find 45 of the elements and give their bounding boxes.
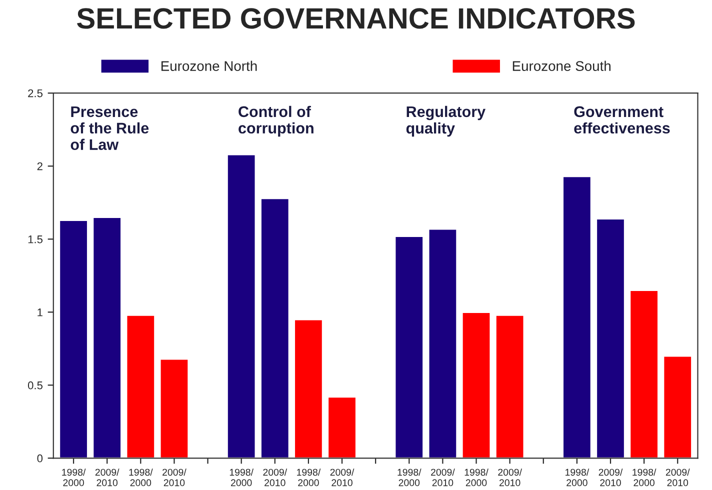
bar — [226, 154, 256, 458]
bar — [494, 314, 525, 458]
chart-title: SELECTED GOVERNANCE INDICATORS — [77, 8, 635, 29]
x-tick-label: 2009/ 2010 — [95, 468, 120, 486]
x-tick-label: 1998/ 2000 — [230, 468, 254, 486]
y-tick-label: 2 — [37, 162, 42, 170]
x-tick-label: 2009/ 2010 — [498, 468, 522, 486]
bar — [326, 396, 358, 458]
bar — [394, 235, 424, 458]
bar — [595, 218, 626, 458]
bar — [628, 289, 660, 458]
x-tick-label: 1998/ 2000 — [398, 468, 422, 486]
legend-label: Eurozone North — [161, 60, 257, 71]
x-tick-label: 1998/ 2000 — [297, 468, 321, 486]
bar — [92, 216, 122, 458]
x-tick-label: 2009/ 2010 — [162, 468, 186, 486]
annotation: Presence of the Rule of Law — [70, 106, 149, 150]
bar — [159, 358, 190, 458]
x-tick-label: 1998/ 2000 — [566, 468, 590, 486]
annotation: Regulatory quality — [406, 106, 486, 137]
legend-label: Eurozone South — [512, 60, 610, 71]
bar — [562, 175, 592, 458]
bar — [428, 228, 458, 458]
bar — [461, 311, 492, 458]
annotation: Control of corruption — [238, 106, 314, 137]
bar — [58, 219, 89, 458]
x-tick-label: 1998/ 2000 — [62, 468, 86, 486]
y-tick-label: 1 — [38, 308, 42, 316]
x-tick-label: 2009/ 2010 — [666, 468, 690, 486]
y-tick-label: 0 — [37, 454, 43, 462]
y-tick-label: 2.5 — [28, 89, 43, 98]
x-tick-label: 1998/ 2000 — [632, 468, 656, 486]
x-tick-label: 1998/ 2000 — [129, 468, 153, 486]
x-tick-label: 1998/ 2000 — [464, 468, 488, 486]
annotation: Government effectiveness — [574, 106, 670, 134]
bar — [260, 197, 290, 458]
bar — [126, 314, 156, 458]
bar — [293, 318, 324, 458]
y-tick-label: 0.5 — [28, 381, 43, 390]
bar — [662, 355, 693, 458]
x-tick-label: 2009/ 2010 — [263, 468, 288, 486]
x-tick-label: 2009/ 2010 — [330, 468, 354, 486]
x-tick-label: 2009/ 2010 — [431, 468, 455, 486]
y-tick-label: 1.5 — [28, 236, 43, 244]
x-tick-label: 2009/ 2010 — [598, 468, 623, 486]
